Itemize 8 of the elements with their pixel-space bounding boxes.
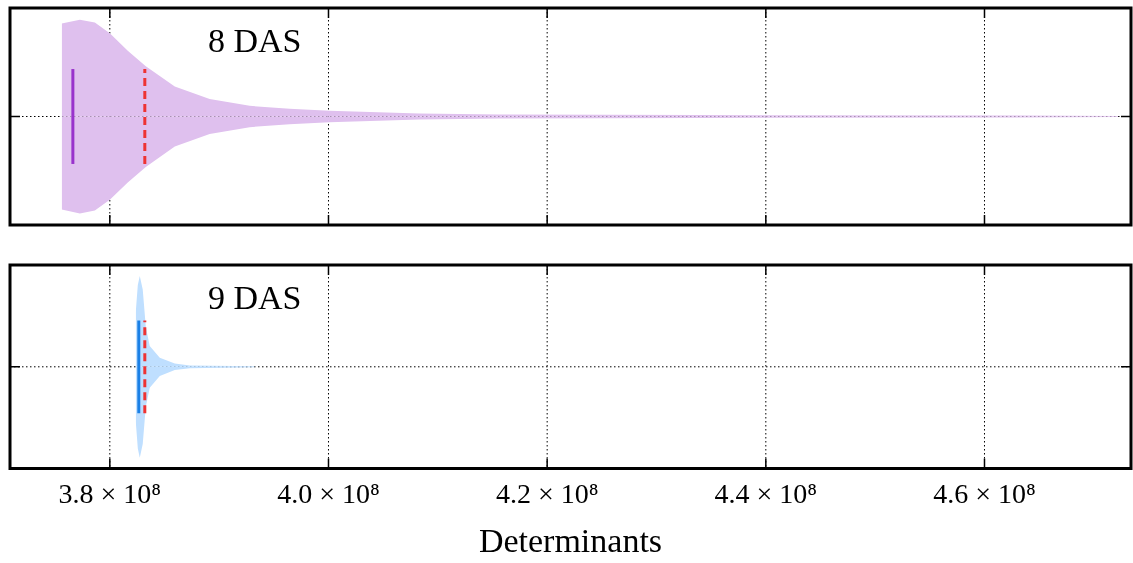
x-tick-label: 4.4 × 10⁸ [714, 477, 818, 509]
x-tick-label: 3.8 × 10⁸ [58, 477, 162, 509]
x-axis-title: Determinants [478, 521, 663, 559]
annotation: 9 DAS [208, 279, 302, 316]
annotation: 8 DAS [208, 22, 302, 59]
x-tick-label: 4.0 × 10⁸ [277, 477, 380, 509]
x-tick-label: 4.6 × 10⁸ [933, 477, 1036, 509]
x-tick-label: 4.2 × 10⁸ [495, 477, 599, 509]
